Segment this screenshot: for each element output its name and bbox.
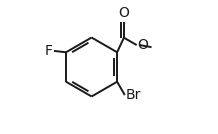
Text: O: O [137, 38, 148, 52]
Text: Br: Br [126, 88, 141, 102]
Text: F: F [45, 44, 53, 58]
Text: O: O [118, 6, 129, 20]
